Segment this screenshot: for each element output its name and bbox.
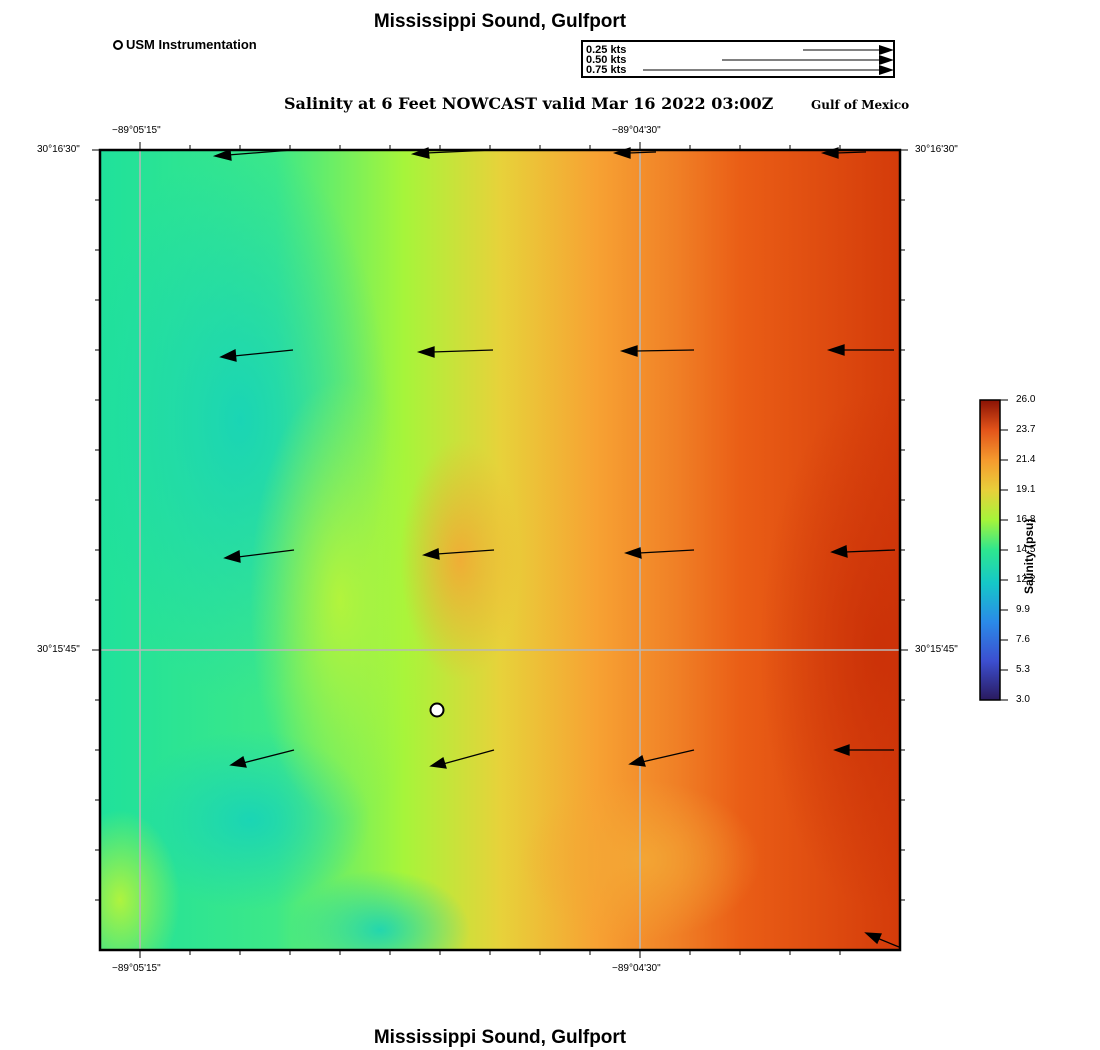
lon-tick-label: −89°04'30" <box>612 125 661 136</box>
salinity-field <box>100 150 900 950</box>
current-vectors <box>212 147 900 948</box>
station-legend: USM Instrumentation <box>113 37 257 52</box>
current-arrow-icon <box>416 346 494 358</box>
colorbar-label: 26.0 <box>1016 394 1036 405</box>
map-footer-title: Mississippi Sound, Gulfport <box>373 1027 627 1048</box>
colorbar-ticks <box>1000 399 1008 701</box>
colorbar-label: 16.8 <box>1016 514 1036 525</box>
vector-legend-label: 0.75 kts <box>586 64 627 76</box>
map-title: Mississippi Sound, Gulfport <box>373 11 627 32</box>
colorbar-label: 19.1 <box>1016 484 1036 495</box>
lat-tick-label: 30°15'45" <box>915 644 958 655</box>
current-arrow-icon <box>223 549 295 563</box>
colorbar-label: 5.3 <box>1016 664 1030 675</box>
frame-ticks <box>92 142 908 958</box>
station-marker-icon[interactable] <box>429 702 445 718</box>
lon-tick-label: −89°05'15" <box>112 963 161 974</box>
current-arrow-icon <box>229 749 295 768</box>
lon-tick-label: −89°05'15" <box>112 125 161 136</box>
current-arrow-icon <box>833 744 894 756</box>
lat-tick-label: 30°16'30" <box>37 144 80 155</box>
current-arrow-icon <box>429 749 495 769</box>
vector-scale-box <box>581 40 895 78</box>
colorbar-label: 9.9 <box>1016 604 1030 615</box>
current-arrow-icon <box>864 932 900 948</box>
colorbar-label: 14.5 <box>1016 544 1036 555</box>
current-arrow-icon <box>219 348 294 362</box>
vector-legend-label: 0.25 kts <box>586 44 627 56</box>
current-arrow-icon <box>628 749 695 767</box>
vector-scale-legend: 0.25 kts 0.50 kts 0.75 kts <box>581 40 895 78</box>
colorbar-label: 12.2 <box>1016 574 1036 585</box>
lon-tick-label: −89°04'30" <box>612 963 661 974</box>
current-arrow-icon <box>422 548 495 560</box>
lat-tick-label: 30°16'30" <box>915 144 958 155</box>
station-marker-icon <box>113 39 123 50</box>
current-arrow-icon <box>830 545 896 558</box>
current-arrow-icon <box>624 547 695 559</box>
map-subtitle: Salinity at 6 Feet NOWCAST valid Mar 16 … <box>284 94 774 113</box>
colorbar-title-text: Salinity (psu) <box>1022 518 1036 594</box>
colorbar <box>979 399 1001 701</box>
current-arrow-icon <box>410 147 494 159</box>
current-arrow-icon <box>612 147 657 159</box>
colorbar-label: 23.7 <box>1016 424 1036 435</box>
region-label: Gulf of Mexico <box>811 98 910 112</box>
colorbar-label: 21.4 <box>1016 454 1036 465</box>
current-arrow-icon <box>826 344 894 356</box>
colorbar-label: 3.0 <box>1016 694 1030 705</box>
current-arrow-icon <box>212 149 293 161</box>
current-arrow-icon <box>619 345 695 357</box>
lat-tick-label: 30°15'45" <box>37 644 80 655</box>
current-arrow-icon <box>820 147 867 159</box>
colorbar-label: 7.6 <box>1016 634 1030 645</box>
vector-legend-label: 0.50 kts <box>586 54 627 66</box>
station-legend-label: USM Instrumentation <box>126 37 257 52</box>
